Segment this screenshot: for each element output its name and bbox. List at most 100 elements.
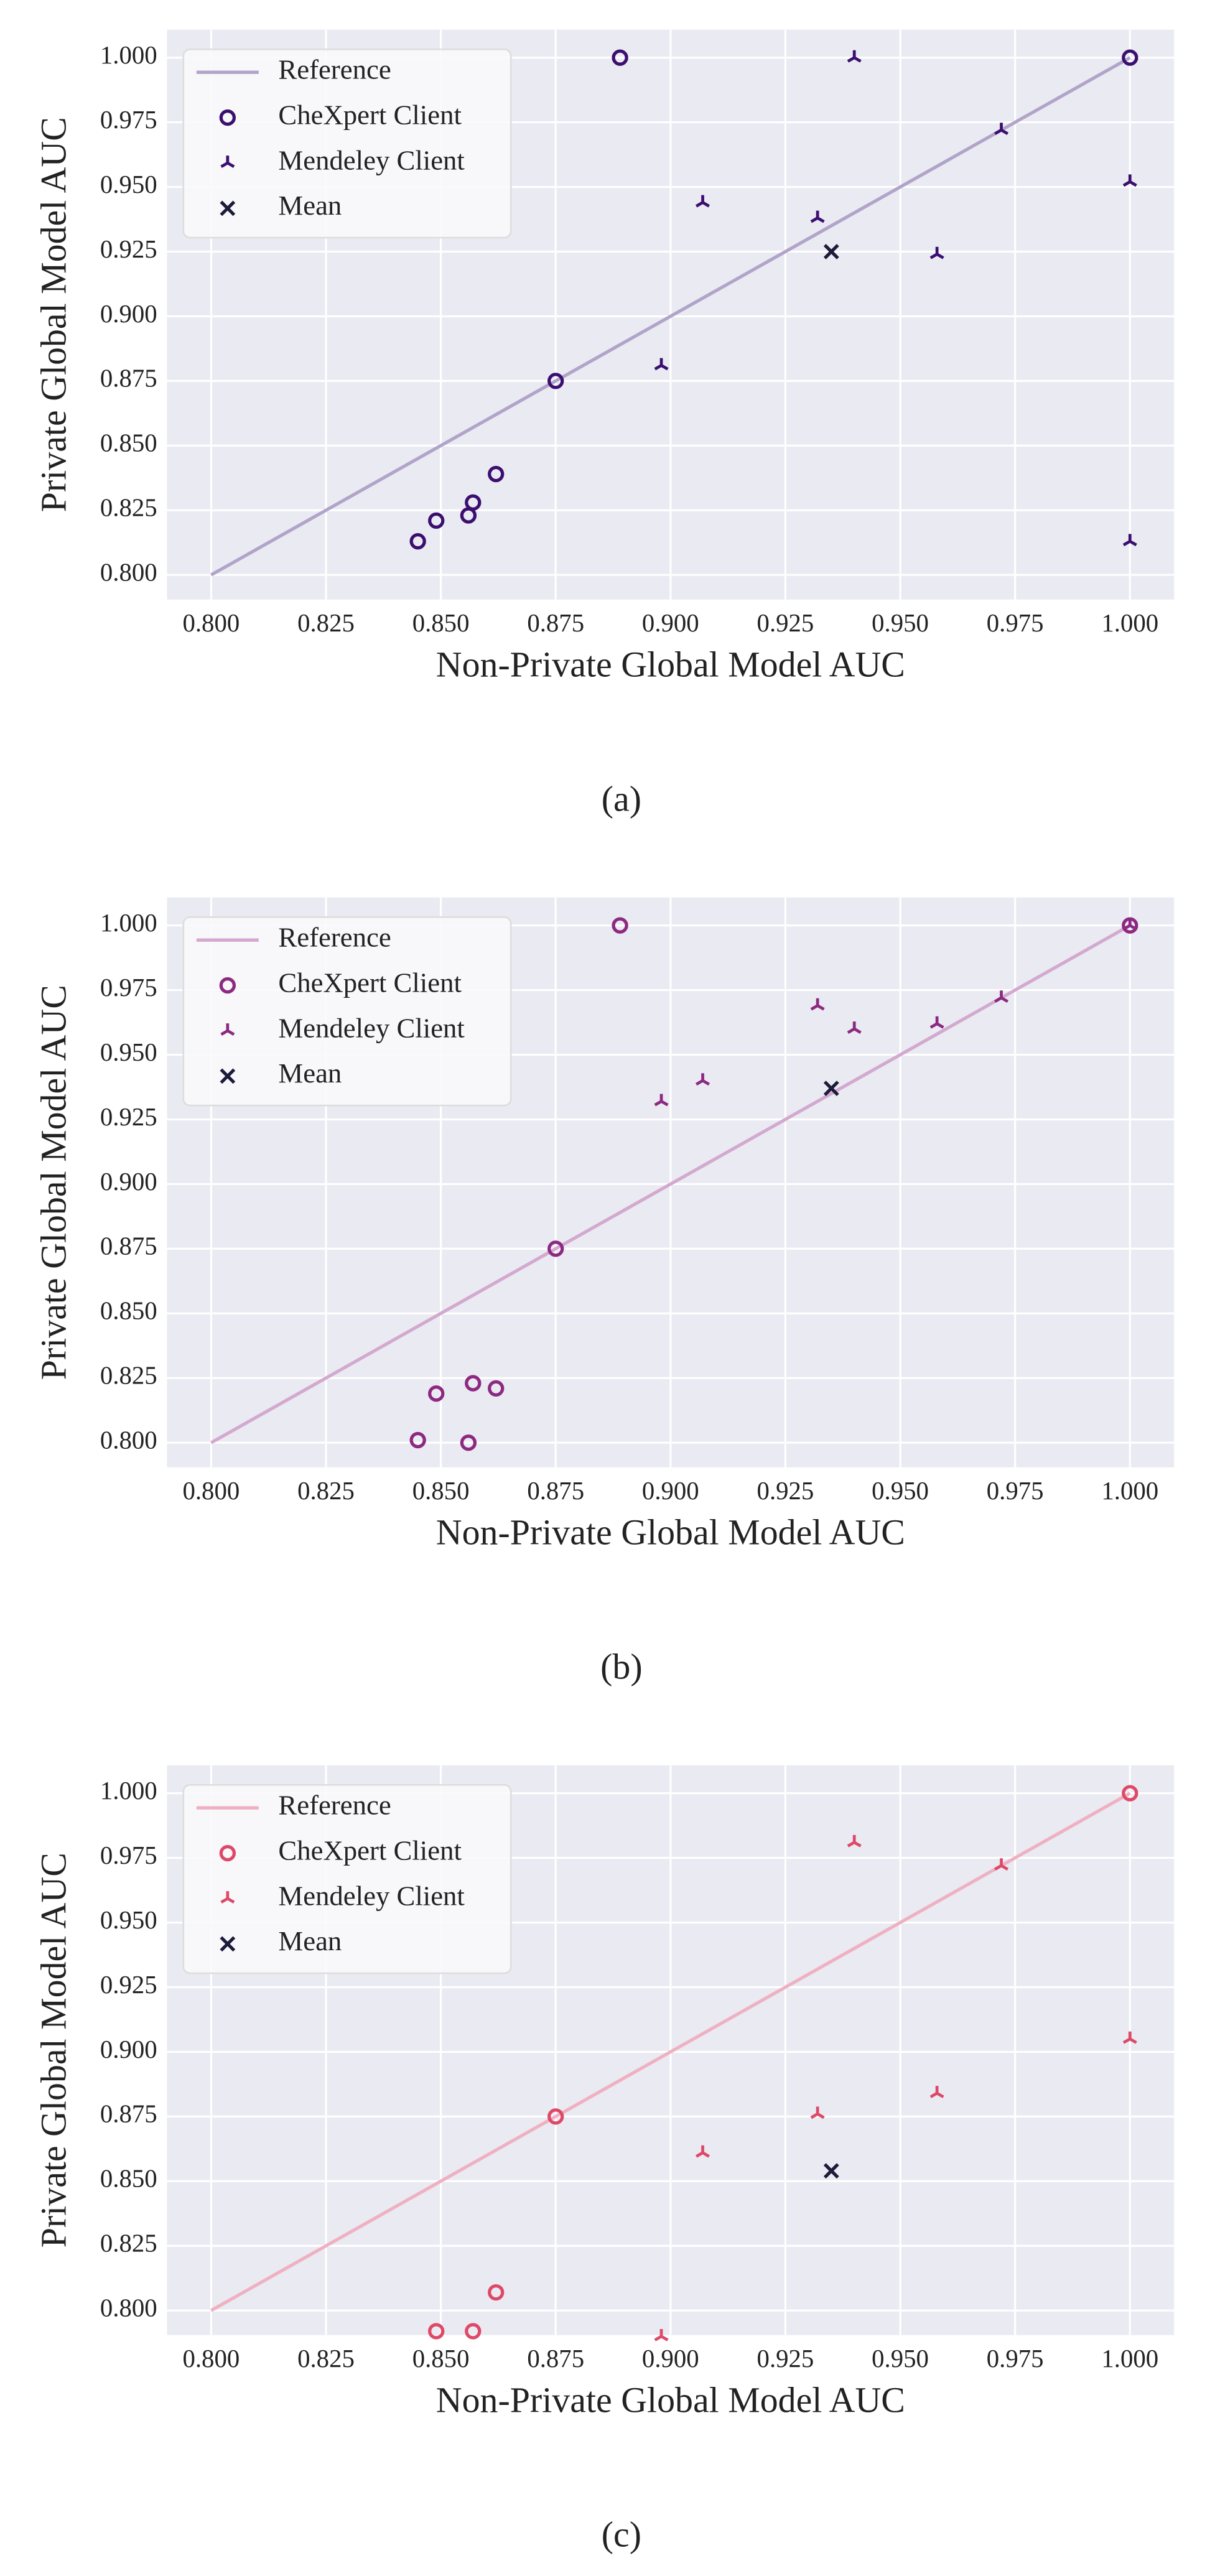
y-tick-label: 0.825 <box>100 494 157 522</box>
legend-label: Mendeley Client <box>278 1880 465 1911</box>
point <box>696 1073 710 1086</box>
x-tick-label: 0.900 <box>642 2345 699 2373</box>
y-tick-label: 0.950 <box>100 170 157 198</box>
legend-box <box>182 916 512 1107</box>
point <box>929 246 944 259</box>
x-tick-label: 0.925 <box>757 1477 814 1505</box>
y-tick-label: 0.925 <box>100 1971 157 1999</box>
legend-box <box>182 1784 512 1974</box>
y-tick-label: 1.000 <box>100 1777 157 1805</box>
y-tick-label: 1.000 <box>100 41 157 69</box>
point <box>810 210 825 223</box>
y-tick-label: 0.875 <box>100 365 157 393</box>
x-tick-label: 0.975 <box>987 609 1044 637</box>
legend-marker <box>220 1068 236 1084</box>
point <box>1122 2031 1137 2044</box>
legend-marker <box>219 977 236 994</box>
legend-label: Reference <box>278 53 391 85</box>
x-tick-label: 0.850 <box>412 2345 470 2373</box>
point <box>994 123 1009 136</box>
point <box>823 244 839 259</box>
x-axis-label: Non-Private Global Model AUC <box>436 1512 905 1553</box>
legend-marker <box>220 1891 235 1904</box>
point <box>1122 1785 1138 1802</box>
x-tick-label: 0.825 <box>297 2345 355 2373</box>
legend-label: Mean <box>278 1058 342 1089</box>
point <box>547 373 564 389</box>
y-tick-label: 0.975 <box>100 974 157 1002</box>
point <box>929 1016 944 1029</box>
point <box>460 1434 477 1451</box>
point <box>547 2108 564 2125</box>
y-tick-label: 0.850 <box>100 1297 157 1325</box>
y-tick-label: 0.875 <box>100 1232 157 1260</box>
x-tick-label: 0.975 <box>987 2345 1044 2373</box>
x-tick-label: 0.950 <box>872 2345 929 2373</box>
y-tick-label: 0.900 <box>100 2035 157 2063</box>
legend-label: Mean <box>278 1925 342 1956</box>
legend-box <box>182 49 512 239</box>
y-axis-label: Private Global Model AUC <box>33 117 73 512</box>
y-tick-label: 0.825 <box>100 1362 157 1390</box>
caption: (a) <box>602 778 641 819</box>
y-tick-label: 0.850 <box>100 2165 157 2193</box>
point <box>465 2323 482 2340</box>
point <box>409 533 426 550</box>
point <box>428 512 445 529</box>
point <box>488 2284 505 2301</box>
y-axis-label: Private Global Model AUC <box>33 985 73 1380</box>
caption: (c) <box>602 2514 641 2554</box>
point <box>823 1081 839 1096</box>
point <box>810 998 825 1011</box>
y-tick-label: 0.850 <box>100 429 157 457</box>
legend-label: Mendeley Client <box>278 144 465 175</box>
x-tick-label: 0.800 <box>182 1477 240 1505</box>
legend-marker <box>219 1844 236 1862</box>
y-tick-label: 0.925 <box>100 235 157 263</box>
point <box>547 1240 564 1257</box>
point <box>847 1021 862 1034</box>
legend-label: Mendeley Client <box>278 1012 465 1043</box>
x-tick-label: 0.900 <box>642 609 699 637</box>
x-tick-label: 0.975 <box>987 1477 1044 1505</box>
point <box>654 2328 669 2341</box>
x-tick-label: 0.850 <box>412 1477 470 1505</box>
point <box>428 2323 445 2340</box>
y-tick-label: 1.000 <box>100 909 157 937</box>
y-tick-label: 0.800 <box>100 2294 157 2322</box>
x-axis-label: Non-Private Global Model AUC <box>436 644 905 685</box>
point <box>612 49 628 66</box>
legend-label: Mean <box>278 190 342 221</box>
y-tick-label: 0.800 <box>100 559 157 587</box>
legend-marker <box>220 1023 235 1036</box>
point <box>696 195 710 208</box>
point <box>654 358 669 371</box>
legend-marker <box>220 1936 236 1952</box>
y-tick-label: 0.800 <box>100 1426 157 1454</box>
reference-line <box>210 924 1131 1444</box>
point <box>929 2086 944 2098</box>
legend-label: Reference <box>278 921 391 952</box>
point <box>488 465 505 483</box>
x-tick-label: 0.950 <box>872 1477 929 1505</box>
legend-marker <box>220 156 235 168</box>
point <box>810 2106 825 2119</box>
point <box>994 1858 1009 1871</box>
x-tick-label: 0.925 <box>757 609 814 637</box>
x-tick-label: 0.850 <box>412 609 470 637</box>
reference-line <box>210 56 1131 577</box>
x-tick-label: 1.000 <box>1101 609 1158 637</box>
point <box>654 1094 669 1107</box>
y-tick-label: 0.825 <box>100 2230 157 2257</box>
legend-marker <box>220 200 236 216</box>
x-tick-label: 0.875 <box>527 609 584 637</box>
point <box>409 1431 426 1449</box>
point <box>1122 174 1137 187</box>
x-tick-label: 0.875 <box>527 1477 584 1505</box>
x-tick-label: 0.900 <box>642 1477 699 1505</box>
y-tick-label: 0.900 <box>100 300 157 328</box>
y-tick-label: 0.875 <box>100 2100 157 2128</box>
point <box>823 2163 839 2179</box>
point <box>994 990 1009 1003</box>
